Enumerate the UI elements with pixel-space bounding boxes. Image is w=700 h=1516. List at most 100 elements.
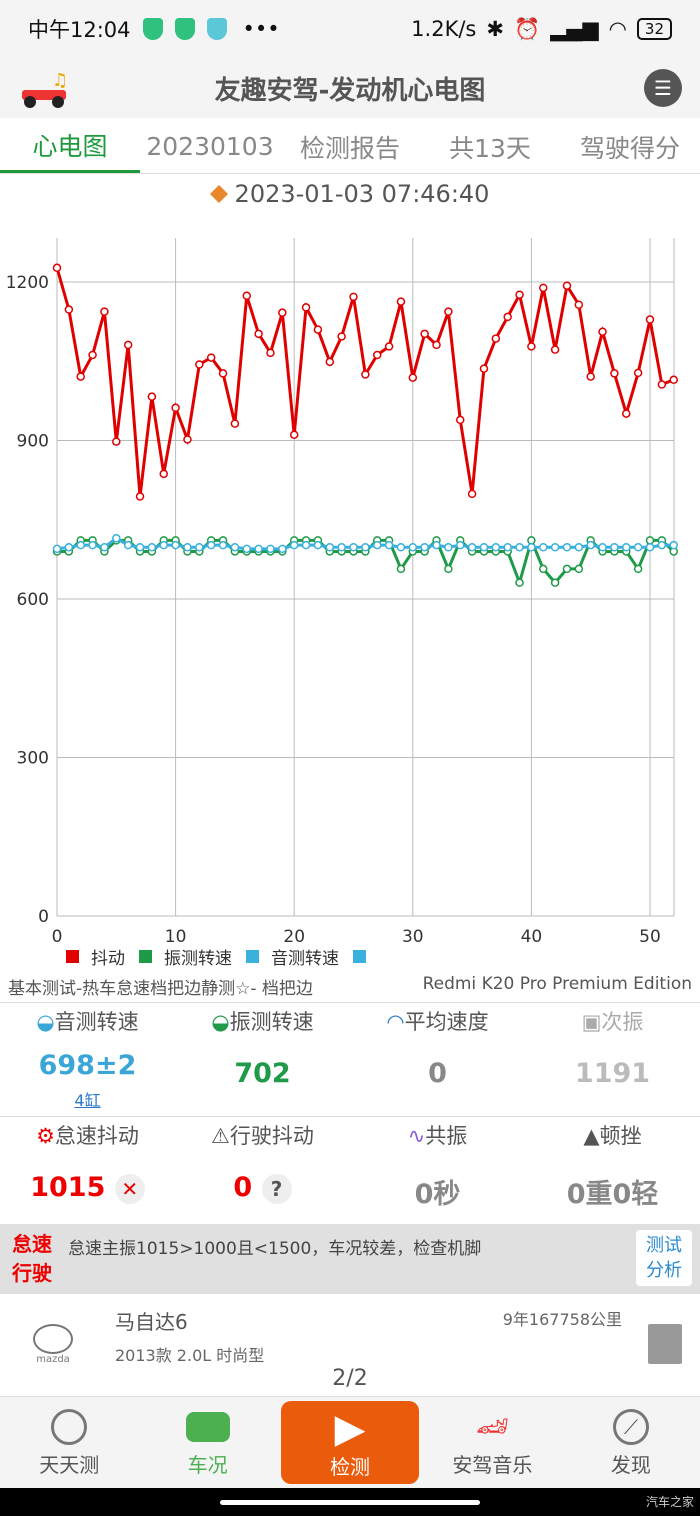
data-point xyxy=(420,542,429,552)
y-tick-label: 900 xyxy=(17,432,49,452)
vip-icon xyxy=(209,184,228,204)
metric-vibration-count: ▣次振 1191 xyxy=(525,1006,700,1111)
data-point xyxy=(76,540,85,550)
test-analysis-button[interactable]: 测试 分析 xyxy=(636,1230,692,1286)
data-point xyxy=(515,290,524,299)
metric-label: 平均速度 xyxy=(404,1010,489,1034)
data-point xyxy=(586,372,595,381)
data-point xyxy=(550,542,560,552)
data-point xyxy=(669,540,678,550)
alert-message: 怠速主振1015>1000且<1500，车况较差，检查机脚 xyxy=(68,1239,482,1259)
nav-label: 检测 xyxy=(330,1455,371,1479)
data-point xyxy=(100,307,109,316)
ecg-chart: 0 300 600 900 1200 0 10 20 30 40 50 xyxy=(6,238,678,942)
data-point xyxy=(562,542,572,552)
nav-car-status[interactable]: 车况 xyxy=(138,1397,276,1488)
mazda-logo-icon: mazda xyxy=(28,1324,78,1365)
data-point xyxy=(301,303,311,312)
clock-icon xyxy=(51,1409,88,1445)
data-point xyxy=(325,357,335,367)
data-point xyxy=(325,542,335,552)
x-tick-label: 0 xyxy=(52,927,63,942)
metric-vibration-rpm: ◒振测转速 702 xyxy=(175,1006,350,1111)
data-point xyxy=(455,415,465,425)
data-point xyxy=(266,348,275,358)
bluetooth-icon: ✱ xyxy=(486,17,504,41)
data-point xyxy=(622,542,631,552)
nav-music[interactable]: 🏎 安驾音乐 xyxy=(423,1397,561,1488)
y-tick-label: 300 xyxy=(17,749,49,769)
data-point xyxy=(396,564,406,574)
metric-value: 702 xyxy=(234,1058,291,1089)
metric-label: 振测转速 xyxy=(229,1010,314,1034)
data-point xyxy=(372,350,382,360)
data-point xyxy=(539,283,548,293)
metric-value: 1191 xyxy=(574,1058,651,1089)
data-point xyxy=(337,332,346,341)
nav-detect[interactable]: ▶ 检测 xyxy=(280,1401,420,1484)
signal-icon: ▂▄▆ xyxy=(550,17,599,41)
menu-button[interactable]: ☰ xyxy=(644,69,682,107)
metrics-row-2: ⚙怠速抖动 1015 ✕ ⚠行驶抖动 0 ? ∿共振 0秒 ▲顿挫 0重0轻 xyxy=(0,1120,700,1211)
data-point xyxy=(337,542,346,552)
data-point xyxy=(64,305,74,314)
data-point xyxy=(384,540,394,550)
svg-text:♫: ♫ xyxy=(52,70,68,91)
help-icon[interactable]: ? xyxy=(261,1174,292,1204)
car-icon xyxy=(185,1412,230,1442)
metric-driving-shake: ⚠行驶抖动 0 ? xyxy=(175,1120,350,1211)
data-point xyxy=(159,469,168,479)
tab-date[interactable]: 20230103 xyxy=(146,132,274,161)
data-point xyxy=(76,372,85,381)
data-point xyxy=(195,542,204,552)
tab-days[interactable]: 共13天 xyxy=(449,133,531,163)
test-info: 基本测试-热车怠速档把边静测☆- 档把边 Redmi K20 Pro Premi… xyxy=(8,974,692,999)
data-point xyxy=(206,540,216,550)
trash-icon[interactable] xyxy=(648,1324,682,1364)
cylinder-link[interactable]: 4缸 xyxy=(74,1091,101,1110)
data-point xyxy=(610,369,619,378)
metric-label: 音测转速 xyxy=(54,1010,139,1034)
bottom-nav: 天天测 车况 ▶ 检测 🏎 安驾音乐 ⟋ 发现 xyxy=(0,1396,700,1488)
nav-discover[interactable]: ⟋ 发现 xyxy=(562,1397,700,1488)
metric-value: 0 xyxy=(233,1172,253,1203)
data-point xyxy=(669,375,678,385)
alert-tag-driving: 行驶 xyxy=(12,1261,52,1285)
x-tick-label: 50 xyxy=(639,927,661,942)
data-point xyxy=(254,329,263,339)
x-tick-label: 20 xyxy=(283,927,305,942)
car-music-icon: 🏎 xyxy=(475,1412,509,1442)
data-point xyxy=(242,544,252,554)
nav-label: 安驾音乐 xyxy=(452,1453,533,1477)
page-indicator: 2/2 xyxy=(332,1366,368,1391)
data-point xyxy=(384,342,394,351)
data-point xyxy=(64,542,74,552)
data-point xyxy=(574,300,584,310)
tab-score[interactable]: 驾驶得分 xyxy=(579,133,680,163)
x-tick-label: 30 xyxy=(402,927,424,942)
car-card[interactable]: mazda 马自达6 2013款 2.0L 时尚型 9年167758公里 2/2 xyxy=(0,1296,700,1396)
x-tick-label: 40 xyxy=(521,927,543,942)
button-label: 分析 xyxy=(646,1260,682,1281)
metric-value: 698±2 xyxy=(38,1050,137,1081)
net-speed: 1.2K/s xyxy=(411,17,477,41)
data-point xyxy=(218,369,228,378)
legend-swatch xyxy=(66,950,79,963)
metric-value: 0重0轻 xyxy=(566,1179,659,1210)
tab-ecg[interactable]: 心电图 xyxy=(0,120,140,173)
data-point xyxy=(349,292,358,302)
page-title: 友趣安驾-发动机心电图 xyxy=(214,75,486,106)
app-logo-icon: ♫ xyxy=(22,70,68,108)
legend-label: 振测转速 xyxy=(164,949,232,969)
tab-report[interactable]: 检测报告 xyxy=(299,133,400,163)
play-icon: ▶ xyxy=(334,1406,366,1452)
nav-daily-test[interactable]: 天天测 xyxy=(0,1397,138,1488)
data-point xyxy=(479,364,489,373)
data-point xyxy=(598,327,607,336)
data-point xyxy=(444,307,453,316)
waveform-icon: ▣ xyxy=(581,1010,602,1034)
data-point xyxy=(396,542,406,552)
data-point xyxy=(206,353,216,362)
data-point xyxy=(313,540,323,550)
speedometer-icon: ◠ xyxy=(386,1010,405,1034)
